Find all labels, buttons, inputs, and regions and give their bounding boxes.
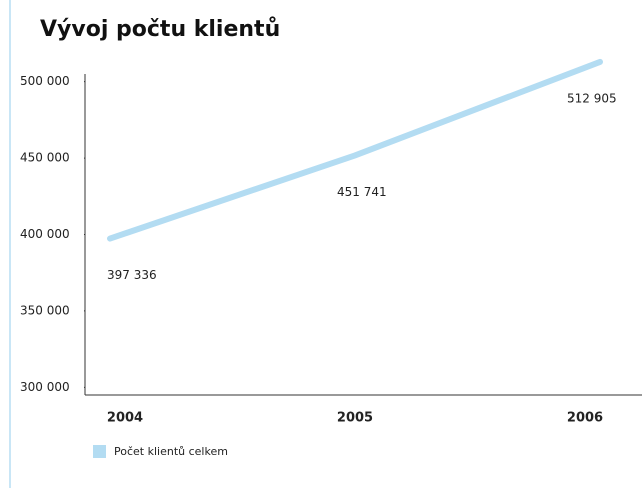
x-tick-label: 2004	[107, 411, 143, 426]
y-tick-label: 350 000	[20, 303, 70, 317]
y-tick-label: 400 000	[20, 227, 70, 241]
y-tick-label: 450 000	[20, 151, 70, 165]
data-label: 512 905	[567, 91, 617, 105]
x-tick-label: 2005	[337, 411, 373, 426]
data-label: 397 336	[107, 268, 157, 282]
chart-title: Vývoj počtu klientů	[40, 17, 280, 42]
y-tick-label: 300 000	[20, 380, 70, 394]
legend-swatch	[93, 445, 106, 458]
x-tick-label: 2006	[567, 411, 603, 426]
legend-label: Počet klientů celkem	[114, 445, 228, 458]
data-label: 451 741	[337, 185, 387, 199]
y-tick-label: 500 000	[20, 74, 70, 88]
data-line	[107, 58, 603, 242]
